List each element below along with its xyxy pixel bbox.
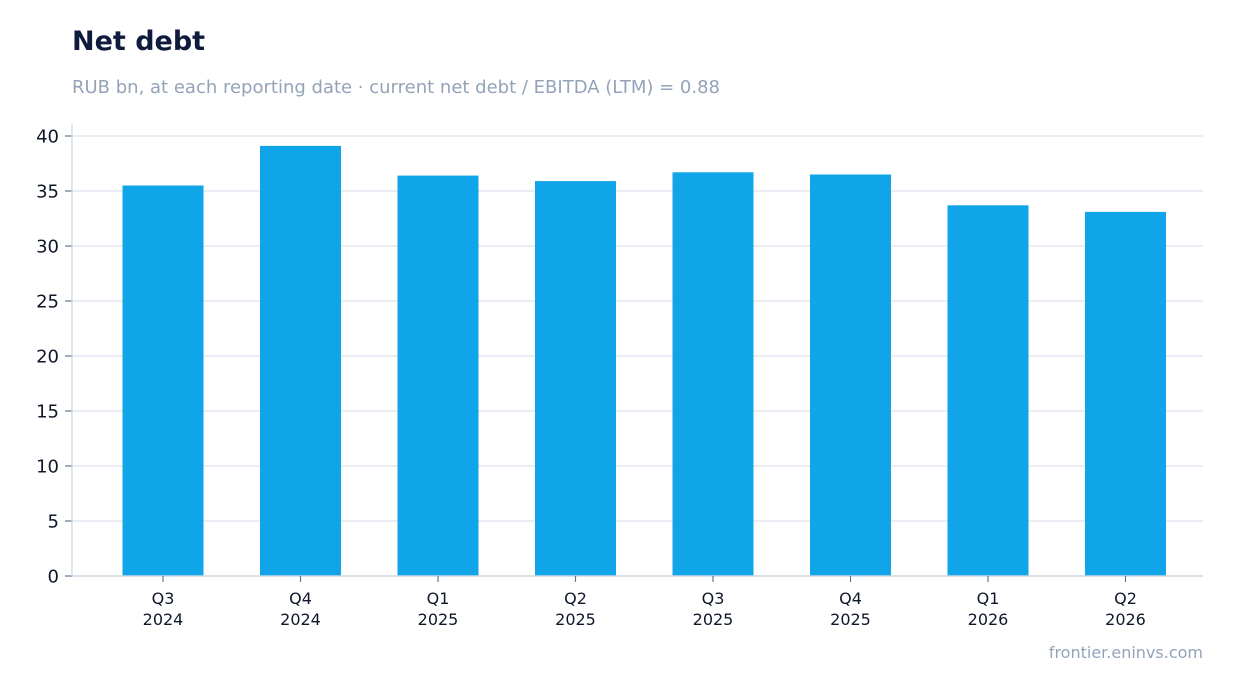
x-tick-label-quarter: Q4: [839, 589, 862, 608]
chart-subtitle: RUB bn, at each reporting date · current…: [72, 77, 720, 98]
bar-q1-2026: [947, 205, 1029, 577]
y-tick: 0: [48, 567, 72, 588]
grid-lines: [72, 135, 1203, 522]
y-tick: 5: [48, 512, 72, 533]
y-tick: 30: [36, 237, 72, 258]
x-axis: Q3 2024 Q4 2024 Q1 2025 Q2 2025 Q3 2025 Q4 2025 Q1 20…: [72, 575, 1203, 629]
x-tick: Q4 2024: [280, 576, 321, 629]
x-tick-label-year: 2025: [830, 610, 871, 629]
x-tick-label-year: 2024: [280, 610, 321, 629]
y-tick-label: 10: [36, 457, 59, 478]
y-tick: 20: [36, 347, 72, 368]
y-tick: 40: [36, 127, 72, 148]
x-tick-label-quarter: Q1: [427, 589, 450, 608]
y-tick: 35: [36, 182, 72, 203]
y-axis: 0 5 10 15 20 25 30 35 40: [36, 124, 73, 588]
bars: [122, 145, 1166, 577]
bar-q1-2025: [397, 175, 479, 576]
x-tick-label-quarter: Q4: [289, 589, 312, 608]
source-credit: frontier.eninvs.com: [1048, 643, 1203, 662]
x-tick-label-quarter: Q2: [1114, 589, 1137, 608]
x-tick: Q3 2024: [143, 576, 184, 629]
x-tick: Q2 2025: [555, 576, 596, 629]
x-tick: Q1 2025: [418, 576, 459, 629]
y-tick-label: 40: [36, 127, 59, 148]
y-tick-label: 0: [48, 567, 59, 588]
y-tick-label: 25: [36, 292, 59, 313]
y-tick: 15: [36, 402, 72, 423]
bar-q4-2025: [810, 174, 891, 576]
x-tick: Q2 2026: [1105, 576, 1146, 629]
y-tick-label: 15: [36, 402, 59, 423]
y-tick: 25: [36, 292, 72, 313]
x-tick: Q3 2025: [693, 576, 734, 629]
chart-title: Net debt: [72, 26, 206, 57]
bar-q4-2024: [260, 145, 341, 576]
x-tick: Q4 2025: [830, 576, 871, 629]
x-tick-label-year: 2025: [693, 610, 734, 629]
x-tick-label-year: 2025: [418, 610, 459, 629]
x-tick: Q1 2026: [968, 576, 1009, 629]
y-tick-label: 35: [36, 182, 59, 203]
x-tick-label-year: 2026: [1105, 610, 1146, 629]
y-tick-label: 30: [36, 237, 59, 258]
x-tick-label-year: 2024: [143, 610, 184, 629]
x-tick-label-year: 2026: [968, 610, 1009, 629]
bar-q3-2024: [122, 185, 204, 576]
y-tick-label: 5: [48, 512, 59, 533]
x-tick-label-quarter: Q1: [977, 589, 1000, 608]
x-tick-label-quarter: Q3: [702, 589, 725, 608]
bar-q2-2025: [535, 181, 616, 576]
bar-q3-2025: [672, 172, 754, 577]
y-tick: 10: [36, 457, 72, 478]
x-tick-label-year: 2025: [555, 610, 596, 629]
x-tick-label-quarter: Q3: [152, 589, 175, 608]
bar-q2-2026: [1085, 211, 1166, 576]
y-tick-label: 20: [36, 347, 59, 368]
x-tick-label-quarter: Q2: [564, 589, 587, 608]
